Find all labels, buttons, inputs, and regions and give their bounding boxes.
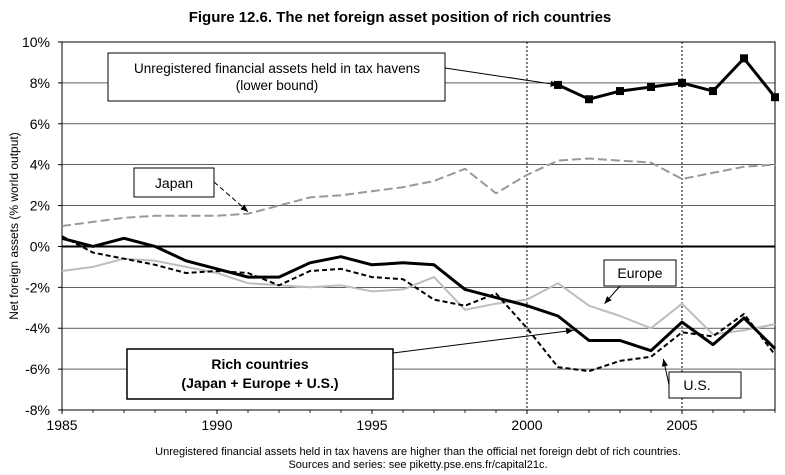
y-tick-label: 4% — [30, 157, 50, 173]
rich-callout-label: Rich countries — [211, 356, 308, 372]
rich-callout-box — [126, 348, 394, 400]
x-tick-label: 1985 — [46, 417, 77, 433]
series-line-rich — [61, 236, 777, 353]
rich-callout: Rich countries (Japan + Europe + U.S.) — [126, 348, 394, 400]
havens-callout-label: Unregistered financial assets held in ta… — [134, 61, 420, 76]
rich-callout-sublabel: (Japan + Europe + U.S.) — [181, 375, 338, 391]
us-callout: U.S. — [668, 371, 742, 399]
y-tick-label: 10% — [22, 34, 50, 50]
series-marker-havens — [585, 95, 593, 104]
source-note: Sources and series: see piketty.pse.ens.… — [288, 459, 547, 471]
europe-callout: Europe — [603, 259, 677, 287]
rich-arrow — [392, 329, 574, 354]
callout-layer — [213, 67, 670, 386]
y-tick-label: -2% — [25, 279, 50, 295]
havens-callout-sublabel: (lower bound) — [236, 78, 319, 93]
europe-arrow-head — [604, 296, 612, 304]
us-arrow-head — [661, 358, 668, 367]
y-tick-label: 2% — [30, 198, 50, 214]
footnote: Unregistered financial assets held in ta… — [155, 446, 681, 458]
rich-arrow-head — [565, 328, 574, 335]
japan-callout-label: Japan — [155, 175, 193, 191]
europe-callout-box — [603, 259, 677, 287]
series-marker-havens — [740, 54, 748, 63]
y-tick-label: -6% — [25, 361, 50, 377]
havens-arrow — [444, 67, 559, 86]
japan-arrow-head — [240, 204, 248, 212]
series-line-us — [61, 235, 776, 373]
havens-callout-box — [107, 52, 446, 102]
us-callout-label: U.S. — [683, 377, 710, 393]
series-marker-havens — [616, 87, 624, 96]
us-callout-box — [668, 371, 742, 399]
x-tick-label: 2000 — [511, 417, 542, 433]
y-tick-label: -8% — [25, 402, 50, 418]
y-tick-label: 8% — [30, 75, 50, 91]
havens-arrow-head — [550, 80, 558, 87]
series-line-japan — [61, 157, 776, 227]
europe-callout-label: Europe — [617, 265, 662, 281]
series-line-havens — [557, 56, 777, 101]
x-tick-label: 1995 — [356, 417, 387, 433]
series-line-europe — [61, 257, 776, 336]
y-tick-label: -4% — [25, 320, 50, 336]
axis-layer: 10% 8% 6% 4% 2% 0% -2% -4% -6% -8%1985 1990 1995 200… — [22, 34, 776, 433]
x-tick-label: 2005 — [666, 417, 697, 433]
x-tick-label: 1990 — [201, 417, 232, 433]
series-marker-havens — [709, 87, 717, 96]
chart-title: Figure 12.6. The net foreign asset posit… — [189, 9, 612, 26]
japan-callout: Japan — [133, 167, 215, 198]
series-marker-havens — [647, 82, 655, 91]
y-tick-label: 0% — [30, 238, 50, 254]
y-tick-label: 6% — [30, 116, 50, 132]
y-axis-label: Net foreign assets (% world output) — [7, 132, 21, 319]
series-marker-havens — [678, 78, 686, 87]
havens-callout: Unregistered financial assets held in ta… — [107, 52, 446, 102]
japan-callout-box — [133, 167, 215, 198]
series-marker-havens — [771, 93, 779, 102]
